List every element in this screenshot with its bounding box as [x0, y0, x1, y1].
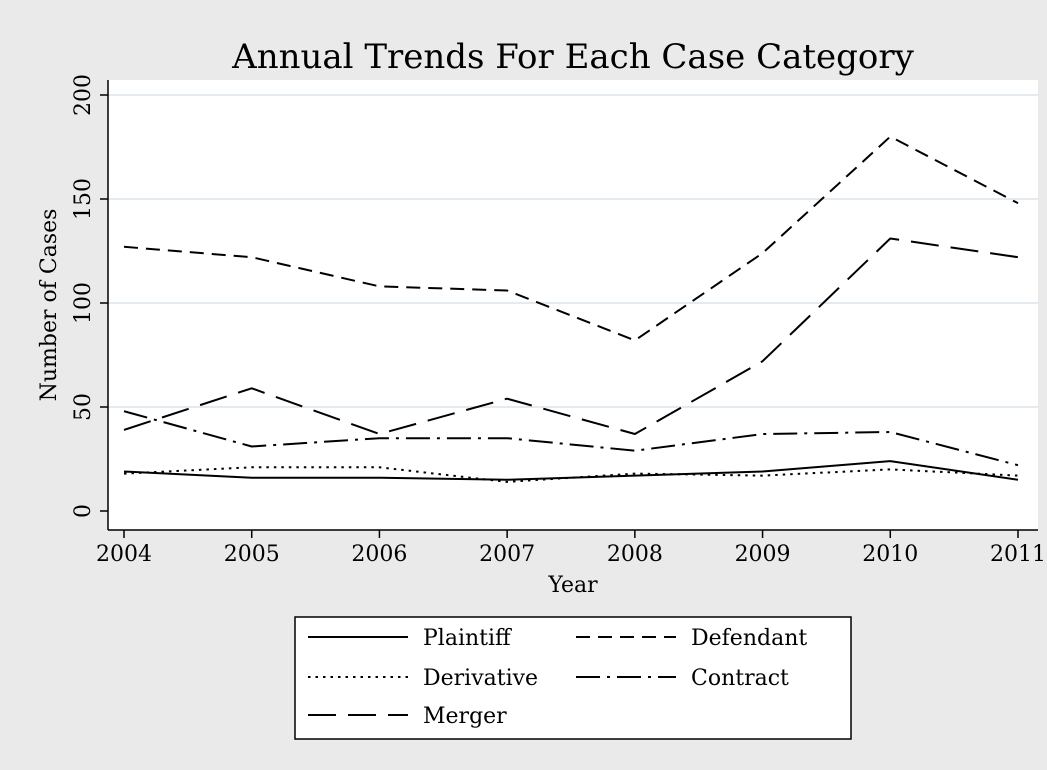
x-axis-label: Year: [547, 573, 598, 598]
series-line-defendant: [123, 135, 1019, 342]
y-tick-label-0: 0: [71, 504, 96, 518]
series-line-plaintiff: [123, 460, 1019, 481]
x-tick-label-2004: 2004: [96, 542, 152, 567]
x-tick-label-2008: 2008: [607, 542, 663, 567]
x-tick-label-2006: 2006: [351, 542, 407, 567]
x-tick-label-2005: 2005: [224, 542, 280, 567]
y-tick-label-150: 150: [71, 178, 96, 220]
plot-background: [108, 80, 1038, 530]
x-ticks: 2004 2005 2006 2007 2008 2009 2010 2011: [96, 530, 1046, 567]
x-tick-label-2007: 2007: [479, 542, 535, 567]
legend-label-contract: Contract: [691, 666, 789, 691]
y-axis-label: Number of Cases: [37, 209, 62, 402]
x-tick-label-2009: 2009: [735, 542, 791, 567]
x-tick-label-2011: 2011: [990, 542, 1046, 567]
x-tick-label-2010: 2010: [862, 542, 918, 567]
y-tick-label-50: 50: [71, 393, 96, 421]
legend-label-plaintiff: Plaintiff: [423, 626, 512, 651]
legend-label-merger: Merger: [423, 704, 507, 729]
legend: Plaintiff Defendant Derivative Contract Merg…: [294, 616, 852, 740]
series-line-contract: [123, 410, 1019, 467]
y-tick-label-200: 200: [71, 74, 96, 116]
y-ticks: 0 50 100 150 200: [71, 74, 108, 518]
chart-title: Annual Trends For Each Case Category: [231, 37, 914, 77]
gridlines: [108, 94, 1038, 408]
legend-label-derivative: Derivative: [423, 666, 538, 691]
series-lines: [123, 135, 1019, 483]
legend-label-defendant: Defendant: [691, 626, 807, 651]
y-tick-label-100: 100: [71, 282, 96, 324]
